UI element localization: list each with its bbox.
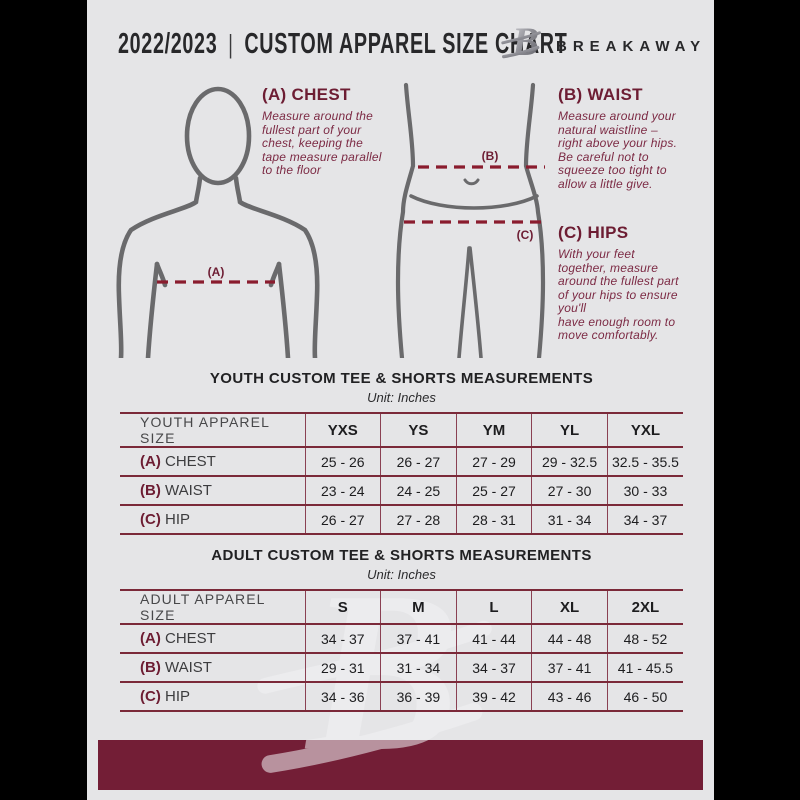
measurement-value-cell: 39 - 42 [455, 682, 532, 711]
season-label: 2022/2023 [118, 27, 218, 60]
footer-bar [98, 740, 703, 790]
measurement-value-cell: 37 - 41 [531, 653, 608, 682]
measurement-value-cell: 31 - 34 [531, 505, 608, 534]
measurement-name: HIP [160, 511, 191, 528]
size-header-cell: YXL [606, 413, 683, 447]
measurement-value-cell: 27 - 28 [380, 505, 457, 534]
hips-heading: (C) HIPS [558, 223, 629, 242]
breakaway-b-icon: B [500, 18, 546, 69]
measurement-value-cell: 23 - 24 [304, 476, 381, 505]
measurement-value-cell: 31 - 34 [380, 653, 457, 682]
measurement-value-cell: 28 - 31 [455, 505, 532, 534]
size-header-cell: YL [531, 413, 608, 447]
measurement-letter: (C) [140, 688, 161, 705]
upper-body-figure-icon: (A) [115, 80, 337, 363]
size-header-cell: XL [531, 590, 608, 624]
youth-table-unit: Unit: Inches [367, 390, 436, 405]
hip-line-label: (C) [517, 228, 534, 242]
adult-table-title: ADULT CUSTOM TEE & SHORTS MEASUREMENTS [211, 547, 592, 564]
table-row: (C) HIP 34 - 36 36 - 39 39 - 42 43 - 46 46 - … [120, 682, 683, 711]
measurement-name: WAIST [160, 482, 212, 499]
measurement-label-cell: (C) HIP [120, 505, 305, 534]
waist-line-label: (B) [482, 149, 499, 163]
measurement-label-cell: (C) HIP [120, 682, 305, 711]
measurement-name: HIP [160, 688, 191, 705]
youth-table-section: YOUTH CUSTOM TEE & SHORTS MEASUREMENTS U… [120, 370, 683, 535]
measurement-letter: (A) [140, 453, 161, 470]
size-chart-page: 2022/2023 | CUSTOM APPAREL SIZE CHART B … [87, 0, 714, 800]
measurement-value-cell: 25 - 27 [455, 476, 532, 505]
hips-description: With your feet together, measure around … [558, 247, 679, 342]
chest-line-label: (A) [208, 265, 225, 279]
size-header-cell: YXS [304, 413, 381, 447]
size-header-cell: 2XL [606, 590, 683, 624]
measurement-value-cell: 24 - 25 [380, 476, 457, 505]
size-header-cell: L [455, 590, 532, 624]
measurement-label-cell: (B) WAIST [120, 653, 305, 682]
size-header-cell: M [380, 590, 457, 624]
brand-name: BREAKAWAY [556, 38, 707, 55]
measurement-value-cell: 41 - 45.5 [606, 653, 683, 682]
measurement-letter: (B) [140, 482, 161, 499]
table-row: (A) CHEST 34 - 37 37 - 41 41 - 44 44 - 48 48 … [120, 624, 683, 653]
measurement-value-cell: 46 - 50 [606, 682, 683, 711]
measurement-value-cell: 29 - 31 [304, 653, 381, 682]
youth-table: YOUTH APPAREL SIZE YXS YS YM YL YXL (A) CHEST 2… [120, 412, 683, 535]
measurement-letter: (A) [140, 630, 161, 647]
measurement-value-cell: 30 - 33 [606, 476, 683, 505]
adult-table-unit: Unit: Inches [367, 567, 436, 582]
measurement-name: CHEST [160, 453, 216, 470]
measurement-value-cell: 36 - 39 [380, 682, 457, 711]
table-header-row: YOUTH APPAREL SIZE YXS YS YM YL YXL [120, 413, 683, 447]
youth-table-title: YOUTH CUSTOM TEE & SHORTS MEASUREMENTS [209, 370, 594, 387]
apparel-size-header-cell: ADULT APPAREL SIZE [140, 591, 266, 623]
measurement-value-cell: 41 - 44 [455, 624, 532, 653]
table-row: (B) WAIST 29 - 31 31 - 34 34 - 37 37 - 41 41 … [120, 653, 683, 682]
waist-description: Measure around your natural waistline – … [558, 109, 678, 191]
size-header-cell: YS [380, 413, 457, 447]
table-row: (C) HIP 26 - 27 27 - 28 28 - 31 31 - 34 34 - … [120, 505, 683, 534]
measurement-value-cell: 32.5 - 35.5 [606, 447, 683, 476]
apparel-size-header-cell: YOUTH APPAREL SIZE [140, 414, 270, 446]
measurement-value-cell: 44 - 48 [531, 624, 608, 653]
table-row: (B) WAIST 23 - 24 24 - 25 25 - 27 27 - 30 30 … [120, 476, 683, 505]
brand-logo: B BREAKAWAY [500, 18, 706, 69]
size-header-cell: YM [455, 413, 532, 447]
measurement-value-cell: 34 - 36 [304, 682, 381, 711]
chest-description: Measure around the fullest part of your … [262, 109, 382, 177]
lower-body-figure-icon: (B) (C) [395, 80, 560, 363]
adult-table: ADULT APPAREL SIZE S M L XL 2XL (A) CHEST 34 - … [120, 589, 683, 712]
table-row: (A) CHEST 25 - 26 26 - 27 27 - 29 29 - 32.5 3… [120, 447, 683, 476]
measurement-label-cell: (B) WAIST [120, 476, 305, 505]
measurement-value-cell: 34 - 37 [455, 653, 532, 682]
measurement-value-cell: 27 - 30 [531, 476, 608, 505]
table-header-row: ADULT APPAREL SIZE S M L XL 2XL [120, 590, 683, 624]
measurement-letter: (C) [140, 511, 161, 528]
measurement-label-cell: (A) CHEST [120, 624, 305, 653]
measurement-name: CHEST [160, 630, 216, 647]
measurement-value-cell: 34 - 37 [606, 505, 683, 534]
measurement-value-cell: 37 - 41 [380, 624, 457, 653]
measurement-value-cell: 26 - 27 [380, 447, 457, 476]
measurement-value-cell: 26 - 27 [304, 505, 381, 534]
measurement-value-cell: 48 - 52 [606, 624, 683, 653]
measurement-letter: (B) [140, 659, 161, 676]
measurement-value-cell: 27 - 29 [455, 447, 532, 476]
measurement-label-cell: (A) CHEST [120, 447, 305, 476]
size-header-cell: S [304, 590, 381, 624]
waist-heading: (B) WAIST [558, 85, 643, 104]
title-separator: | [228, 28, 234, 59]
measurement-value-cell: 29 - 32.5 [531, 447, 608, 476]
measurement-value-cell: 43 - 46 [531, 682, 608, 711]
measurement-value-cell: 34 - 37 [304, 624, 381, 653]
measurement-value-cell: 25 - 26 [304, 447, 381, 476]
chest-heading: (A) CHEST [262, 85, 351, 104]
svg-text:B: B [511, 19, 539, 64]
measurement-name: WAIST [160, 659, 212, 676]
adult-table-section: ADULT CUSTOM TEE & SHORTS MEASUREMENTS U… [120, 547, 683, 712]
